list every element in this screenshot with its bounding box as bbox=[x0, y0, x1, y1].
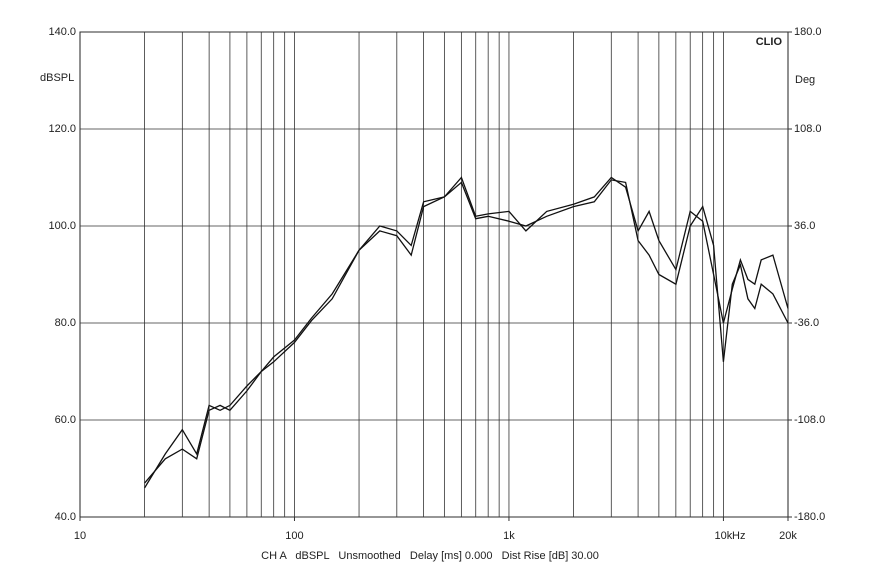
x-unit: Hz bbox=[732, 530, 745, 542]
y2-tick-label: 36.0 bbox=[794, 220, 815, 232]
y2-tick-label: -180.0 bbox=[794, 511, 825, 523]
y-tick-label: 60.0 bbox=[55, 414, 76, 426]
series-line bbox=[144, 179, 789, 484]
y-tick-label: 40.0 bbox=[55, 511, 76, 523]
x-tick-label: 10k bbox=[715, 530, 733, 542]
x-tick-label: 20k bbox=[779, 530, 797, 542]
y2-tick-label: 108.0 bbox=[794, 123, 822, 135]
y2-tick-label: -36.0 bbox=[794, 317, 819, 329]
x-tick-label: 100 bbox=[285, 530, 303, 542]
y2-axis-label: Deg bbox=[795, 74, 815, 86]
y2-tick-label: -108.0 bbox=[794, 414, 825, 426]
brand: CLIO bbox=[756, 36, 783, 48]
y2-tick-label: 180.0 bbox=[794, 26, 822, 38]
y-tick-label: 100.0 bbox=[48, 220, 76, 232]
plot-frame bbox=[79, 31, 789, 518]
y-tick-label: 80.0 bbox=[55, 317, 76, 329]
x-tick-label: 1k bbox=[503, 530, 515, 542]
y-tick-label: 140.0 bbox=[48, 26, 76, 38]
x-tick-label: 10 bbox=[74, 530, 86, 542]
y-tick-label: 120.0 bbox=[48, 123, 76, 135]
series-line bbox=[144, 176, 789, 489]
y-axis-label: dBSPL bbox=[40, 72, 74, 84]
footer: CH A dBSPL Unsmoothed Delay [ms] 0.000 D… bbox=[261, 550, 599, 562]
